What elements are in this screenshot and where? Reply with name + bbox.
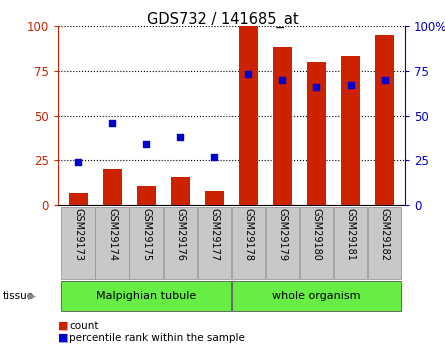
Point (381, 77, 388, 82)
Text: ■: ■ (58, 333, 69, 343)
Point (279, 77, 286, 82)
Text: GSM29174: GSM29174 (107, 208, 117, 261)
Bar (307, 62, 326, 205)
FancyBboxPatch shape (266, 207, 299, 279)
Point (313, 84, 320, 90)
Point (143, 141, 150, 147)
Bar (137, 186, 156, 205)
Text: GSM29180: GSM29180 (312, 208, 321, 261)
Bar (239, 26, 258, 205)
Bar (375, 35, 394, 205)
FancyBboxPatch shape (163, 207, 197, 279)
Point (75, 159, 82, 165)
Text: percentile rank within the sample: percentile rank within the sample (69, 333, 245, 343)
Text: tissue: tissue (2, 291, 33, 301)
FancyBboxPatch shape (96, 207, 129, 279)
Text: count: count (69, 321, 98, 331)
Bar (171, 177, 190, 205)
Text: GSM29175: GSM29175 (142, 208, 151, 262)
FancyBboxPatch shape (299, 207, 333, 279)
Text: ■: ■ (58, 321, 69, 331)
FancyBboxPatch shape (198, 207, 231, 279)
FancyBboxPatch shape (61, 281, 231, 311)
Text: GDS732 / 141685_at: GDS732 / 141685_at (147, 12, 298, 28)
Text: whole organism: whole organism (272, 291, 361, 301)
Point (177, 134, 184, 140)
Text: GSM29176: GSM29176 (175, 208, 186, 261)
Text: GSM29179: GSM29179 (277, 208, 287, 261)
Bar (273, 47, 292, 205)
FancyBboxPatch shape (61, 207, 95, 279)
Text: GSM29178: GSM29178 (243, 208, 253, 261)
Bar (341, 56, 360, 205)
FancyBboxPatch shape (231, 281, 401, 311)
FancyBboxPatch shape (129, 207, 163, 279)
Text: GSM29182: GSM29182 (380, 208, 389, 261)
Point (245, 71, 252, 77)
Bar (103, 169, 121, 205)
FancyBboxPatch shape (368, 207, 401, 279)
Text: GSM29181: GSM29181 (345, 208, 356, 261)
Point (211, 154, 218, 160)
Text: GSM29173: GSM29173 (73, 208, 83, 261)
FancyBboxPatch shape (334, 207, 368, 279)
Point (109, 120, 116, 126)
Text: ▶: ▶ (28, 291, 36, 301)
Text: Malpighian tubule: Malpighian tubule (96, 291, 196, 301)
Bar (205, 191, 224, 205)
FancyBboxPatch shape (231, 207, 265, 279)
Point (347, 82, 354, 88)
Bar (69, 193, 88, 205)
Text: GSM29177: GSM29177 (210, 208, 219, 262)
